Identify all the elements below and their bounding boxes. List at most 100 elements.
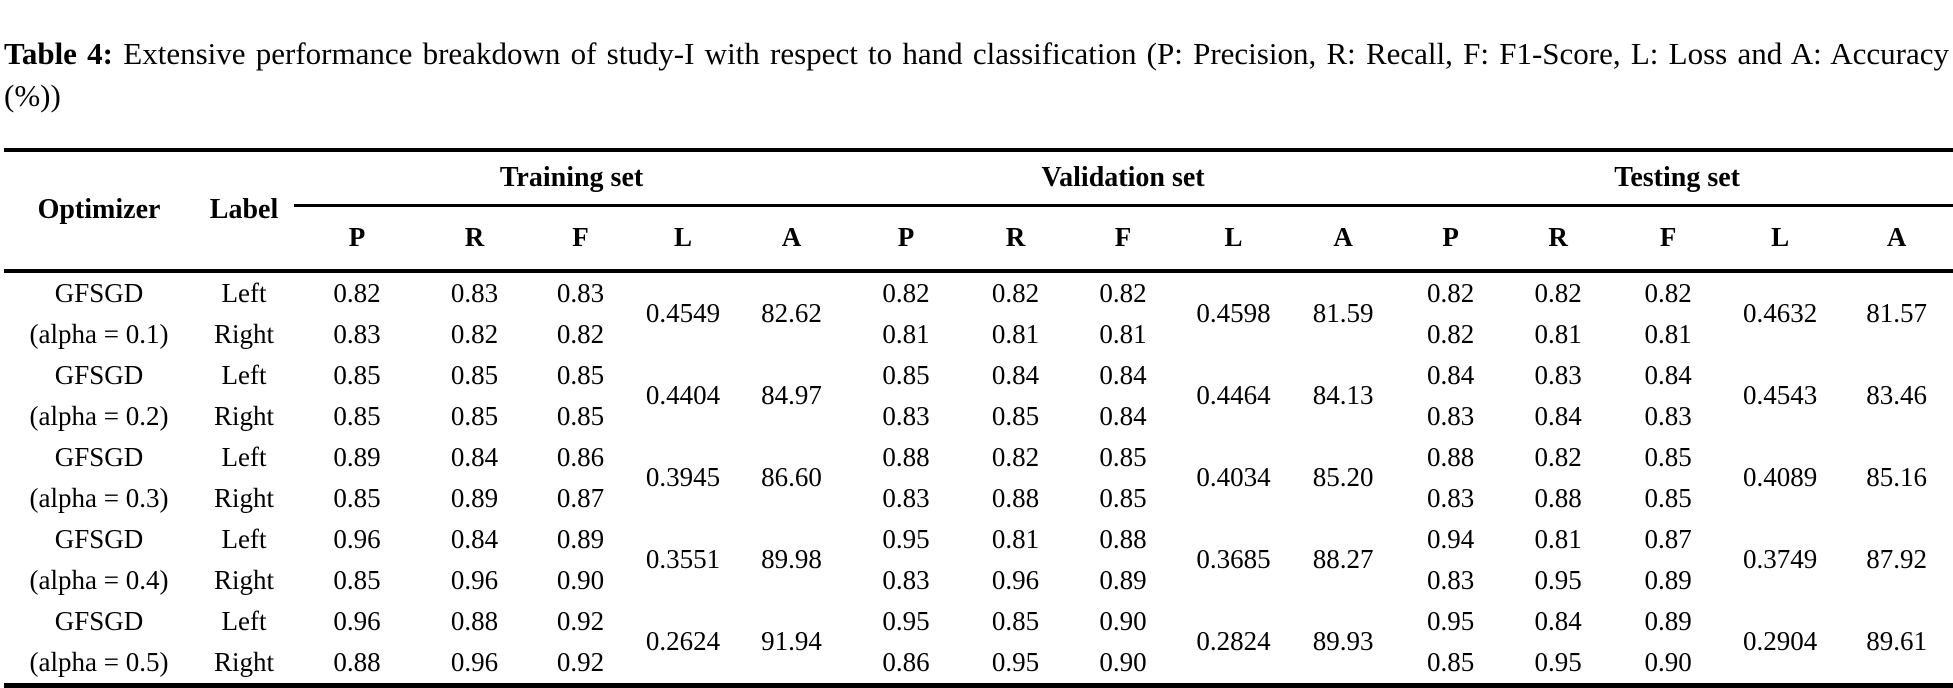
label-cell: Left <box>221 359 267 390</box>
metric-value-cell: 0.85 <box>991 605 1040 636</box>
loss-cell: 0.4404 <box>645 380 721 411</box>
loss-cell: 0.4034 <box>1196 462 1271 493</box>
accuracy-cell: 82.62 <box>761 298 822 329</box>
metric-value-cell: 0.82 <box>882 277 930 308</box>
metric-value-cell: 0.94 <box>1426 523 1475 554</box>
metric-header-p: P <box>1397 205 1505 273</box>
table-caption: Table 4: Extensive performance breakdown… <box>4 33 1949 117</box>
metric-value-cell: 0.84 <box>450 441 499 472</box>
metric-value-cell: 0.82 <box>1426 318 1475 349</box>
metric-value-cell: 0.88 <box>882 441 930 472</box>
label-cell: Right <box>213 646 274 677</box>
loss-cell: 0.4089 <box>1742 462 1818 493</box>
metric-header-f: F <box>1068 205 1179 273</box>
accuracy-cell: 85.20 <box>1312 462 1374 493</box>
metric-value-cell: 0.95 <box>882 605 930 636</box>
metric-value-cell: 0.81 <box>882 318 930 349</box>
metric-value-cell: 0.85 <box>333 482 381 513</box>
optimizer-cell: (alpha = 0.3) <box>29 482 169 513</box>
metric-value-cell: 0.81 <box>1644 318 1692 349</box>
metric-value-cell: 0.81 <box>1534 318 1582 349</box>
accuracy-cell: 83.46 <box>1866 380 1927 411</box>
caption-text: Extensive performance breakdown of study… <box>4 36 1950 113</box>
accuracy-cell: 89.93 <box>1312 626 1374 657</box>
metric-value-cell: 0.89 <box>450 482 499 513</box>
metric-value-cell: 0.82 <box>1534 277 1582 308</box>
accuracy-cell: 85.16 <box>1866 462 1927 493</box>
table-row: (alpha = 0.1) Right 0.83 0.82 0.82 0.81 … <box>4 314 1953 355</box>
metric-value-cell: 0.88 <box>333 646 381 677</box>
metric-header-l: L <box>632 205 734 273</box>
metric-value-cell: 0.85 <box>333 564 381 595</box>
metric-value-cell: 0.83 <box>1644 400 1692 431</box>
loss-cell: 0.3945 <box>645 462 721 493</box>
loss-cell: 0.4549 <box>645 298 721 329</box>
metric-value-cell: 0.90 <box>1644 646 1692 677</box>
loss-cell: 0.2824 <box>1196 626 1271 657</box>
metric-value-cell: 0.81 <box>1534 523 1582 554</box>
metric-value-cell: 0.81 <box>991 523 1040 554</box>
metric-value-cell: 0.83 <box>450 277 499 308</box>
table-row: GFSGD Left 0.82 0.83 0.83 0.4549 82.62 0… <box>4 271 1953 329</box>
metric-header-r: R <box>963 205 1069 273</box>
accuracy-cell: 89.61 <box>1866 626 1927 657</box>
accuracy-cell: 84.13 <box>1312 380 1374 411</box>
metric-value-cell: 0.90 <box>1099 605 1147 636</box>
metric-value-cell: 0.83 <box>882 400 930 431</box>
metric-header-a: A <box>734 205 850 273</box>
metric-header-a: A <box>1289 205 1398 273</box>
metric-value-cell: 0.82 <box>991 277 1040 308</box>
metric-header-r: R <box>1504 205 1613 273</box>
metric-value-cell: 0.85 <box>556 359 605 390</box>
metric-value-cell: 0.83 <box>333 318 381 349</box>
metric-value-cell: 0.95 <box>1534 646 1582 677</box>
metric-value-cell: 0.96 <box>450 564 499 595</box>
metric-value-cell: 0.82 <box>991 441 1040 472</box>
table-row: GFSGD Left 0.89 0.84 0.86 0.3945 86.60 0… <box>4 437 1953 493</box>
metric-value-cell: 0.84 <box>1099 359 1147 390</box>
metric-value-cell: 0.89 <box>1099 564 1147 595</box>
label-cell: Right <box>213 564 274 595</box>
label-cell: Left <box>221 277 267 308</box>
table-row: (alpha = 0.4) Right 0.85 0.96 0.90 0.83 … <box>4 560 1953 601</box>
metric-value-cell: 0.88 <box>450 605 499 636</box>
metric-value-cell: 0.82 <box>333 277 381 308</box>
metric-value-cell: 0.85 <box>556 400 605 431</box>
caption-label: Table 4: <box>4 36 114 71</box>
metric-value-cell: 0.88 <box>1099 523 1147 554</box>
loss-cell: 0.3685 <box>1196 544 1271 575</box>
group-header-testing: Testing set <box>1397 149 1953 207</box>
optimizer-cell: (alpha = 0.1) <box>29 318 169 349</box>
table-row: GFSGD Left 0.85 0.85 0.85 0.4404 84.97 0… <box>4 355 1953 411</box>
metric-value-cell: 0.83 <box>1534 359 1582 390</box>
metric-value-cell: 0.95 <box>1426 605 1475 636</box>
group-header-row: Optimizer Label Training set Validation … <box>4 149 1953 273</box>
optimizer-cell: GFSGD <box>54 359 144 390</box>
metric-value-cell: 0.96 <box>333 605 381 636</box>
header-label: Label <box>194 149 294 273</box>
metric-value-cell: 0.84 <box>1099 400 1147 431</box>
metric-value-cell: 0.85 <box>450 400 499 431</box>
optimizer-cell: GFSGD <box>54 523 144 554</box>
performance-table: Optimizer Label Training set Validation … <box>4 147 1953 688</box>
label-cell: Right <box>213 482 274 513</box>
metric-value-cell: 0.90 <box>1099 646 1147 677</box>
label-cell: Right <box>213 318 274 349</box>
metric-value-cell: 0.85 <box>1426 646 1475 677</box>
metric-value-cell: 0.90 <box>556 564 605 595</box>
table-row: (alpha = 0.2) Right 0.85 0.85 0.85 0.83 … <box>4 396 1953 437</box>
label-cell: Left <box>221 523 267 554</box>
metric-value-cell: 0.88 <box>1426 441 1475 472</box>
metric-value-cell: 0.87 <box>1644 523 1692 554</box>
metric-value-cell: 0.84 <box>450 523 499 554</box>
metric-value-cell: 0.85 <box>1099 482 1147 513</box>
loss-cell: 0.4598 <box>1196 298 1271 329</box>
accuracy-cell: 86.60 <box>761 462 822 493</box>
loss-cell: 0.4464 <box>1196 380 1271 411</box>
header-optimizer: Optimizer <box>4 149 194 273</box>
optimizer-cell: (alpha = 0.4) <box>29 564 169 595</box>
metric-value-cell: 0.84 <box>1426 359 1475 390</box>
optimizer-cell: (alpha = 0.5) <box>29 646 169 677</box>
metric-value-cell: 0.81 <box>991 318 1040 349</box>
